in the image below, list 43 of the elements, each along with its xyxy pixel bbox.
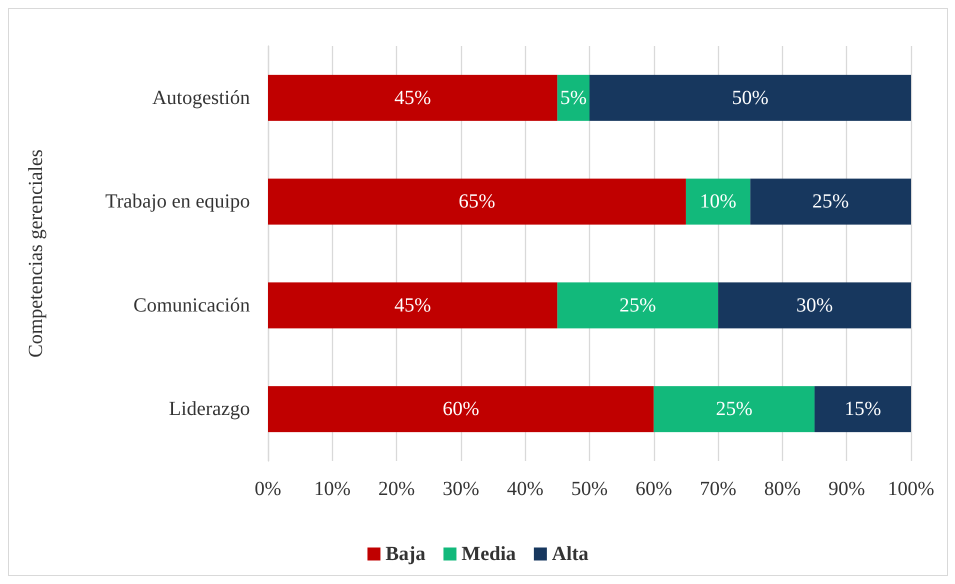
bar [268, 178, 686, 225]
legend-label: Alta [552, 543, 589, 565]
data-label: 25% [619, 294, 656, 316]
x-tick-label: 80% [764, 478, 801, 500]
legend-label: Baja [385, 543, 426, 565]
data-label: 30% [796, 294, 833, 316]
x-tick-label: 20% [378, 478, 415, 500]
x-tick-label: 100% [888, 478, 934, 500]
y-axis-title: Competencias gerenciales [25, 149, 47, 358]
bar [557, 282, 718, 328]
data-label: 25% [812, 190, 849, 213]
y-tick-label: Liderazgo [168, 398, 250, 420]
bar [654, 386, 815, 432]
bar [268, 74, 558, 121]
bar [686, 178, 750, 225]
y-tick-label: Autogestión [152, 86, 250, 109]
bar [814, 386, 911, 432]
x-tick-label: 60% [635, 478, 672, 500]
data-label: 45% [394, 294, 432, 316]
x-tick-label: 70% [700, 478, 736, 500]
data-label: 15% [844, 398, 882, 420]
legend-label: Media [461, 543, 516, 565]
data-label: 5% [560, 86, 587, 109]
x-tick-label: 30% [442, 478, 480, 500]
bar [750, 178, 911, 225]
bar [268, 282, 558, 328]
bar [590, 74, 911, 121]
bar [557, 74, 590, 121]
x-tick-label: 50% [571, 478, 608, 500]
y-tick-label: Comunicación [133, 294, 250, 316]
bar [268, 386, 654, 432]
x-tick-label: 40% [506, 478, 544, 500]
bar [718, 282, 911, 328]
y-tick-label: Trabajo en equipo [105, 190, 250, 213]
data-label: 50% [732, 86, 769, 109]
x-tick-label: 10% [314, 478, 351, 500]
data-label: 25% [716, 398, 753, 420]
data-label: 10% [700, 190, 736, 213]
x-tick-label: 0% [254, 478, 282, 500]
data-label: 60% [442, 398, 480, 420]
data-label: 65% [458, 190, 496, 213]
x-tick-label: 90% [828, 478, 866, 500]
data-label: 45% [394, 86, 432, 109]
